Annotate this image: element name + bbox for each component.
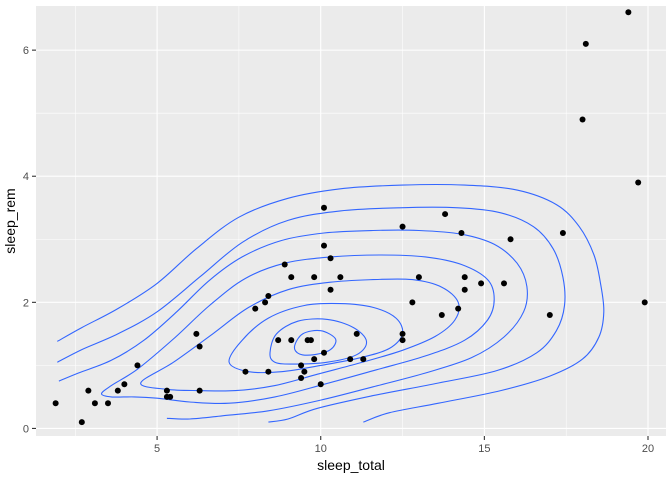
data-point (438, 311, 445, 318)
data-point (242, 368, 249, 375)
data-point (461, 286, 468, 293)
x-axis-ticks: 5 10 15 20 (154, 436, 654, 455)
contour-line-7 (269, 318, 368, 365)
data-point (399, 337, 406, 344)
data-point (337, 274, 344, 281)
data-point (478, 280, 485, 287)
data-point (265, 368, 272, 375)
data-point (582, 40, 589, 47)
y-tick-label: 6 (23, 45, 29, 57)
x-axis-title: sleep_total (317, 457, 385, 473)
data-point (507, 236, 514, 243)
data-point (458, 229, 465, 236)
density-contours (57, 183, 605, 423)
data-points (52, 9, 648, 426)
data-point (298, 374, 305, 381)
data-point (353, 330, 360, 337)
y-axis-title: sleep_rem (2, 188, 18, 253)
x-tick-label: 15 (478, 443, 490, 455)
data-point (360, 356, 367, 363)
data-point (415, 274, 422, 281)
data-point (288, 337, 295, 344)
data-point (641, 299, 648, 306)
data-point (298, 362, 305, 369)
major-gridlines (36, 6, 666, 436)
data-point (399, 223, 406, 230)
data-point (461, 274, 468, 281)
x-tick-label: 5 (154, 443, 160, 455)
y-tick-label: 4 (23, 171, 29, 183)
data-point (409, 299, 416, 306)
data-point (546, 311, 553, 318)
data-point (559, 229, 566, 236)
data-point (85, 387, 92, 394)
y-axis-ticks: 0 2 4 6 (23, 45, 36, 435)
data-point (163, 387, 170, 394)
x-tick-label: 20 (642, 443, 654, 455)
plot-panel (36, 6, 666, 436)
data-point (635, 179, 642, 186)
data-point (167, 393, 174, 400)
contour-line-1 (57, 183, 605, 423)
data-point (317, 381, 324, 388)
contour-line-4 (100, 254, 495, 405)
data-point (327, 255, 334, 262)
data-point (265, 293, 272, 300)
data-point (311, 274, 318, 281)
data-point (105, 400, 111, 407)
data-point (301, 368, 308, 375)
x-tick-label: 10 (315, 443, 327, 455)
contour-line-3 (58, 229, 528, 420)
data-point (321, 242, 327, 249)
data-point (252, 305, 259, 312)
contour-line-8 (293, 329, 337, 356)
data-point (311, 356, 318, 363)
data-point (193, 330, 200, 337)
data-point (275, 337, 282, 344)
data-point (288, 274, 295, 281)
data-point (579, 116, 586, 123)
data-point (196, 387, 203, 394)
data-point (321, 204, 327, 211)
data-point (262, 299, 269, 306)
y-tick-label: 2 (23, 297, 29, 309)
data-point (281, 261, 288, 268)
data-point (91, 400, 98, 407)
contour-line-6 (228, 302, 404, 374)
data-point (347, 356, 354, 363)
y-tick-label: 0 (23, 423, 29, 435)
data-point (78, 419, 85, 426)
data-point (307, 337, 314, 344)
data-point (196, 343, 203, 350)
data-point (134, 362, 141, 369)
data-point (501, 280, 507, 287)
data-point (52, 400, 59, 407)
data-point (442, 211, 449, 218)
data-point (321, 349, 327, 356)
data-point (327, 286, 334, 293)
data-point (114, 387, 121, 394)
contour-line-2 (57, 206, 566, 423)
data-point (455, 305, 462, 312)
data-point (399, 330, 406, 337)
data-point (121, 381, 128, 388)
data-point (625, 9, 632, 16)
